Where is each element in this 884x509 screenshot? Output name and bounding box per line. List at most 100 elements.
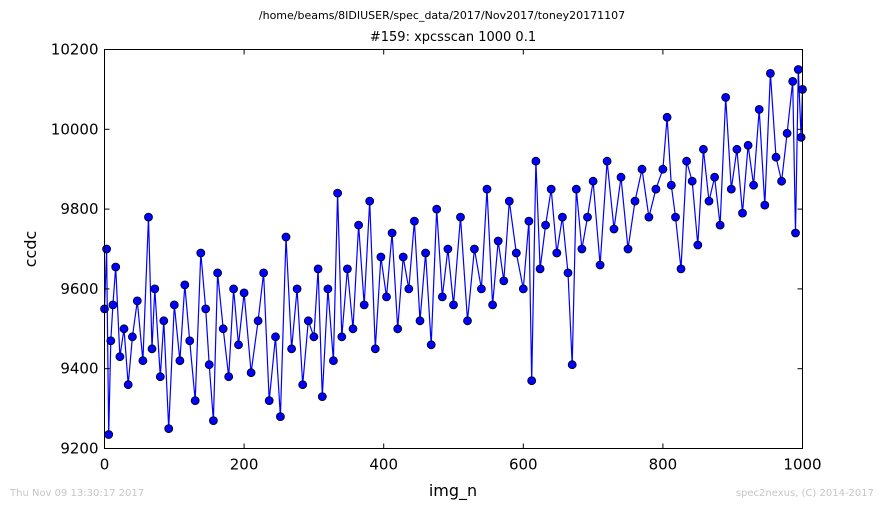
data-point	[328, 356, 338, 366]
data-point	[359, 300, 369, 310]
x-tick-label: 1000	[783, 456, 821, 474]
data-point	[229, 284, 239, 294]
data-point	[449, 300, 458, 310]
data-point	[644, 212, 654, 222]
data-point	[398, 252, 408, 262]
series-layer	[100, 65, 807, 439]
data-point	[127, 332, 137, 342]
data-point	[760, 200, 770, 210]
data-point	[159, 316, 169, 326]
data-point	[546, 184, 556, 194]
data-point	[721, 93, 731, 102]
data-point	[710, 172, 719, 182]
data-point	[415, 316, 425, 326]
data-point	[493, 236, 503, 246]
data-point	[196, 248, 206, 258]
data-point	[119, 324, 129, 334]
data-point	[788, 77, 798, 86]
data-point	[637, 164, 647, 174]
data-point	[365, 196, 375, 206]
data-point	[370, 344, 380, 354]
data-point	[204, 360, 214, 370]
data-point	[239, 288, 249, 298]
data-point	[563, 268, 573, 278]
y-tick-label: 10200	[51, 41, 99, 59]
data-point	[106, 336, 116, 346]
data-point	[511, 248, 521, 258]
data-point	[623, 244, 633, 254]
data-point	[246, 368, 256, 378]
data-point	[693, 240, 703, 250]
data-point	[791, 228, 800, 238]
x-tick-label: 0	[100, 456, 110, 474]
x-tick-label: 200	[230, 456, 259, 474]
data-point	[602, 156, 612, 166]
data-point	[432, 204, 442, 214]
data-point	[164, 424, 174, 434]
data-point	[743, 140, 753, 150]
footer-copyright: spec2nexus, (C) 2014-2017	[735, 488, 874, 499]
data-point	[333, 188, 343, 198]
footer-timestamp: Thu Nov 09 13:30:17 2017	[10, 488, 145, 499]
data-point	[704, 196, 714, 206]
data-point	[115, 352, 125, 362]
data-point	[104, 430, 114, 439]
data-point	[323, 284, 333, 294]
data-point	[726, 184, 736, 194]
data-point	[281, 232, 291, 242]
data-point	[535, 264, 545, 274]
data-point	[567, 360, 577, 370]
data-point	[796, 132, 806, 142]
data-point	[715, 220, 725, 230]
x-tick-label: 400	[369, 456, 398, 474]
y-axis-label: ccdc	[21, 231, 40, 268]
data-point	[337, 332, 347, 342]
data-point	[541, 220, 550, 230]
data-point	[662, 112, 672, 122]
data-point	[754, 105, 764, 114]
data-point	[437, 292, 447, 302]
data-point	[393, 324, 403, 334]
data-point	[213, 268, 223, 278]
y-tick-label: 9800	[60, 200, 98, 218]
data-point	[175, 356, 185, 366]
data-point	[595, 260, 605, 270]
data-point	[150, 284, 160, 294]
data-point	[771, 152, 781, 162]
data-point	[524, 216, 534, 226]
data-point	[488, 300, 498, 310]
data-point	[224, 372, 234, 382]
data-point	[583, 212, 592, 222]
data-point	[253, 316, 263, 326]
data-point	[409, 216, 419, 226]
data-point	[292, 284, 302, 294]
data-point	[658, 164, 668, 174]
y-tick-label: 9400	[60, 360, 98, 378]
data-point	[469, 244, 479, 254]
y-tick-label: 9200	[60, 440, 98, 458]
data-point	[287, 344, 297, 354]
data-point	[504, 196, 514, 206]
data-point	[376, 252, 386, 262]
data-point	[348, 324, 358, 334]
data-point	[185, 336, 195, 346]
data-point	[354, 220, 364, 230]
data-point	[123, 380, 133, 390]
series-line-0	[103, 69, 804, 435]
x-tick-label: 800	[649, 456, 678, 474]
data-point	[298, 380, 308, 390]
data-point	[443, 244, 453, 254]
data-point	[476, 284, 486, 294]
data-point	[687, 176, 697, 186]
data-point	[303, 316, 313, 326]
data-point	[651, 184, 661, 194]
data-point	[147, 344, 157, 354]
data-point	[259, 268, 269, 278]
data-point	[108, 300, 118, 310]
data-point	[558, 212, 567, 222]
data-point	[309, 332, 319, 342]
data-point	[609, 224, 619, 234]
data-point	[699, 144, 708, 154]
data-point	[527, 376, 537, 386]
